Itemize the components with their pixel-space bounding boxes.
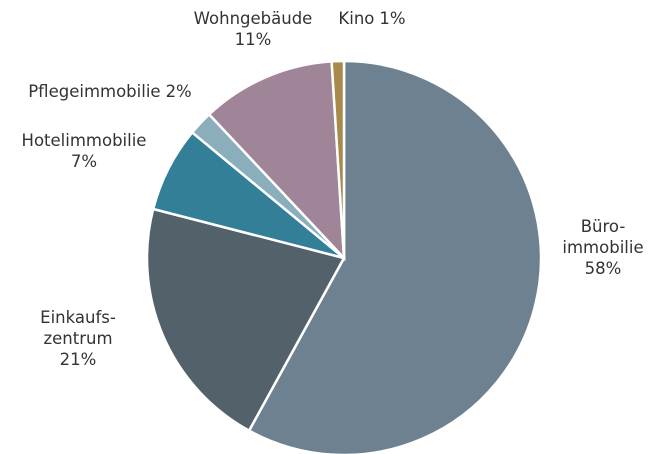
slice-label: Hotelimmobilie 7%: [22, 131, 147, 171]
value-label: 2%: [166, 82, 192, 101]
category-label: Hotelimmobilie: [22, 131, 147, 150]
slice-label: Einkaufs-zentrum 21%: [40, 308, 116, 369]
slice-label: Wohngebäude 11%: [194, 9, 313, 49]
pie-slice: [330, 59, 346, 259]
category-label: Büro-immobilie: [562, 217, 643, 257]
pie-slice: [145, 207, 346, 433]
value-label: 11%: [235, 30, 272, 49]
slice-label: Pflegeimmobilie 2%: [28, 82, 192, 101]
slice-label: Kino 1%: [338, 9, 405, 28]
pie-slice: [247, 59, 543, 454]
value-label: 1%: [379, 9, 405, 28]
pie-slice: [207, 60, 346, 262]
category-label: Pflegeimmobilie: [28, 82, 160, 101]
category-label: Wohngebäude: [194, 9, 313, 28]
value-label: 21%: [60, 350, 97, 369]
value-label: 7%: [71, 152, 97, 171]
value-label: 58%: [585, 259, 622, 278]
category-label: Einkaufs-zentrum: [40, 308, 116, 348]
slice-label: Büro-immobilie 58%: [562, 217, 643, 278]
category-label: Kino: [338, 9, 374, 28]
